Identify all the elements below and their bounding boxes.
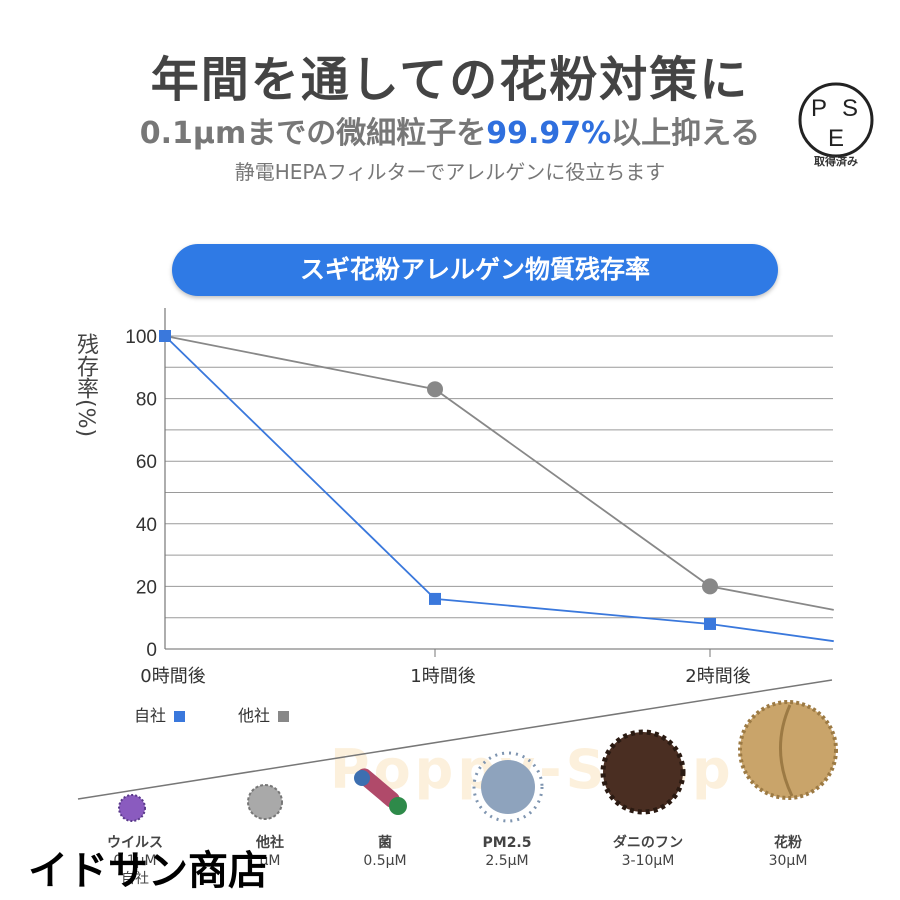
legend-other-label: 他社 [238, 706, 271, 725]
particle-bacteria: 菌 0.5μM [345, 834, 425, 870]
legend-own-swatch [174, 711, 186, 722]
y-tick-label: 60 [136, 452, 157, 473]
y-tick-label: 20 [136, 577, 157, 598]
x-tick-label: 2時間後 [685, 666, 750, 687]
pse-label: 取得済み [814, 155, 858, 168]
bacteria-icon [354, 768, 407, 815]
subtitle-highlight: 99.97% [486, 116, 612, 151]
particle-name: ウイルス [107, 835, 163, 851]
legend-other-swatch [278, 711, 290, 722]
particle-size: 0.1μM [113, 853, 157, 869]
x-tick-label: 1時間後 [410, 666, 475, 687]
subtitle: 0.1μmまでの微細粒子を99.97%以上抑える [0, 108, 900, 152]
series-line-他社 [164, 335, 834, 611]
particle-size-illustration [77, 679, 838, 823]
pse-letter-e: E [828, 125, 844, 152]
subtitle-note: 静電HEPAフィルターでアレルゲンに役立ちます [234, 160, 666, 184]
particle-size: μM [259, 853, 281, 869]
particle-name: ダニのフン [612, 835, 684, 851]
subtitle-prefix: 0.1μmまでの微細粒子を [139, 116, 487, 151]
particle-name: 花粉 [774, 835, 802, 851]
particle-mite-feces: ダニのフン 3-10μM [598, 834, 698, 870]
pm25-icon [472, 751, 544, 823]
size-trend-line [77, 679, 833, 800]
page-title: 年間を通しての花粉対策に [150, 52, 750, 108]
data-point [427, 381, 443, 398]
pse-letter-p: P [811, 95, 827, 122]
legend-own: 自社 [134, 702, 186, 726]
x-tick-label: 0時間後 [140, 666, 205, 687]
shop-name: イドサン商店 [28, 848, 268, 894]
y-axis-label: 残存率(%) [73, 333, 98, 438]
particle-other: 他社 μM [230, 834, 310, 870]
y-tick-label: 0 [146, 640, 157, 661]
particle-size: 30μM [768, 853, 808, 869]
particle-pm25: PM2.5 2.5μM [467, 834, 547, 870]
y-tick-label: 80 [136, 390, 157, 411]
particle-extra: 自社 [121, 871, 149, 887]
series-line-自社 [164, 335, 834, 643]
data-point [159, 330, 171, 342]
y-tick-label: 40 [136, 515, 157, 536]
y-tick-label: 100 [125, 327, 157, 348]
pollen-icon [738, 700, 838, 800]
particle-size: 0.5μM [363, 853, 407, 869]
particle-name: 他社 [256, 835, 284, 851]
particle-size: 3-10μM [621, 853, 675, 869]
particle-pollen: 花粉 30μM [748, 834, 828, 870]
particle-size: 2.5μM [485, 853, 529, 869]
pse-letter-s: S [842, 95, 858, 122]
subtitle-suffix: 以上抑える [611, 116, 761, 151]
chart-title-banner: スギ花粉アレルゲン物質残存率 [172, 244, 778, 296]
virus-icon [118, 794, 146, 822]
legend-other: 他社 [238, 702, 290, 726]
data-point [704, 617, 716, 630]
data-point [429, 592, 441, 605]
line-chart: 0 20 40 60 80 100 0時間後 1時間後 2時間後 [125, 308, 834, 687]
particle-name: 菌 [378, 835, 392, 851]
particle-virus: ウイルス 0.1μM 自社 [95, 834, 175, 888]
mite-feces-icon [600, 729, 686, 815]
particle-name: PM2.5 [482, 835, 532, 851]
particle-gray-icon [247, 784, 283, 820]
legend-own-label: 自社 [134, 706, 167, 725]
data-point [702, 578, 718, 595]
pse-mark-icon: P S E [798, 82, 874, 158]
